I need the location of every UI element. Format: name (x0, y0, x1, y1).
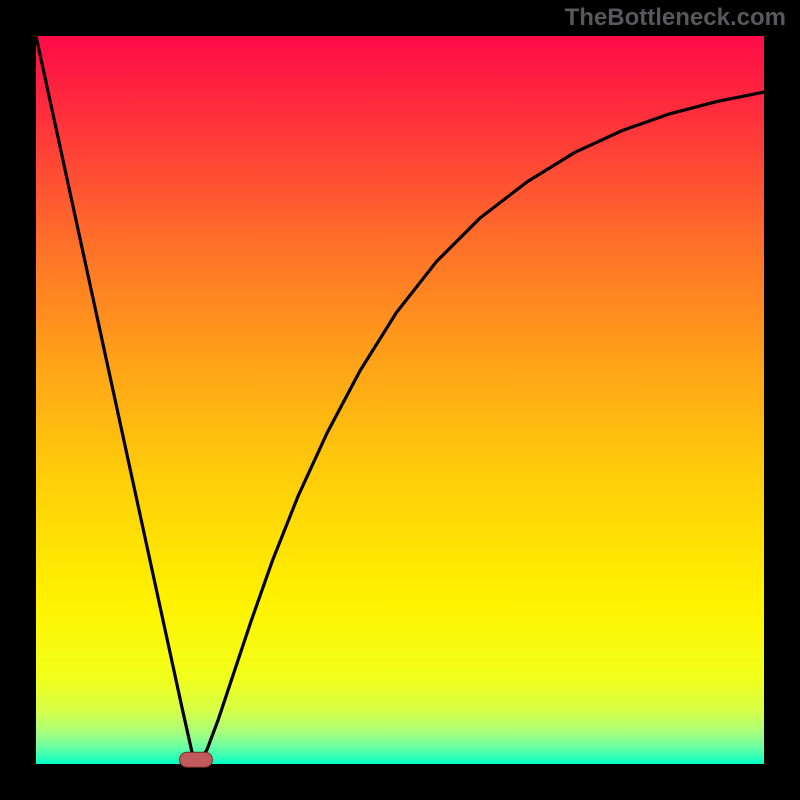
curve-layer (36, 36, 764, 764)
plot-area (36, 36, 764, 764)
bottleneck-curve (36, 36, 764, 764)
minimum-marker (179, 751, 213, 768)
watermark-text: TheBottleneck.com (565, 4, 786, 32)
chart-stage: TheBottleneck.com (0, 0, 800, 800)
